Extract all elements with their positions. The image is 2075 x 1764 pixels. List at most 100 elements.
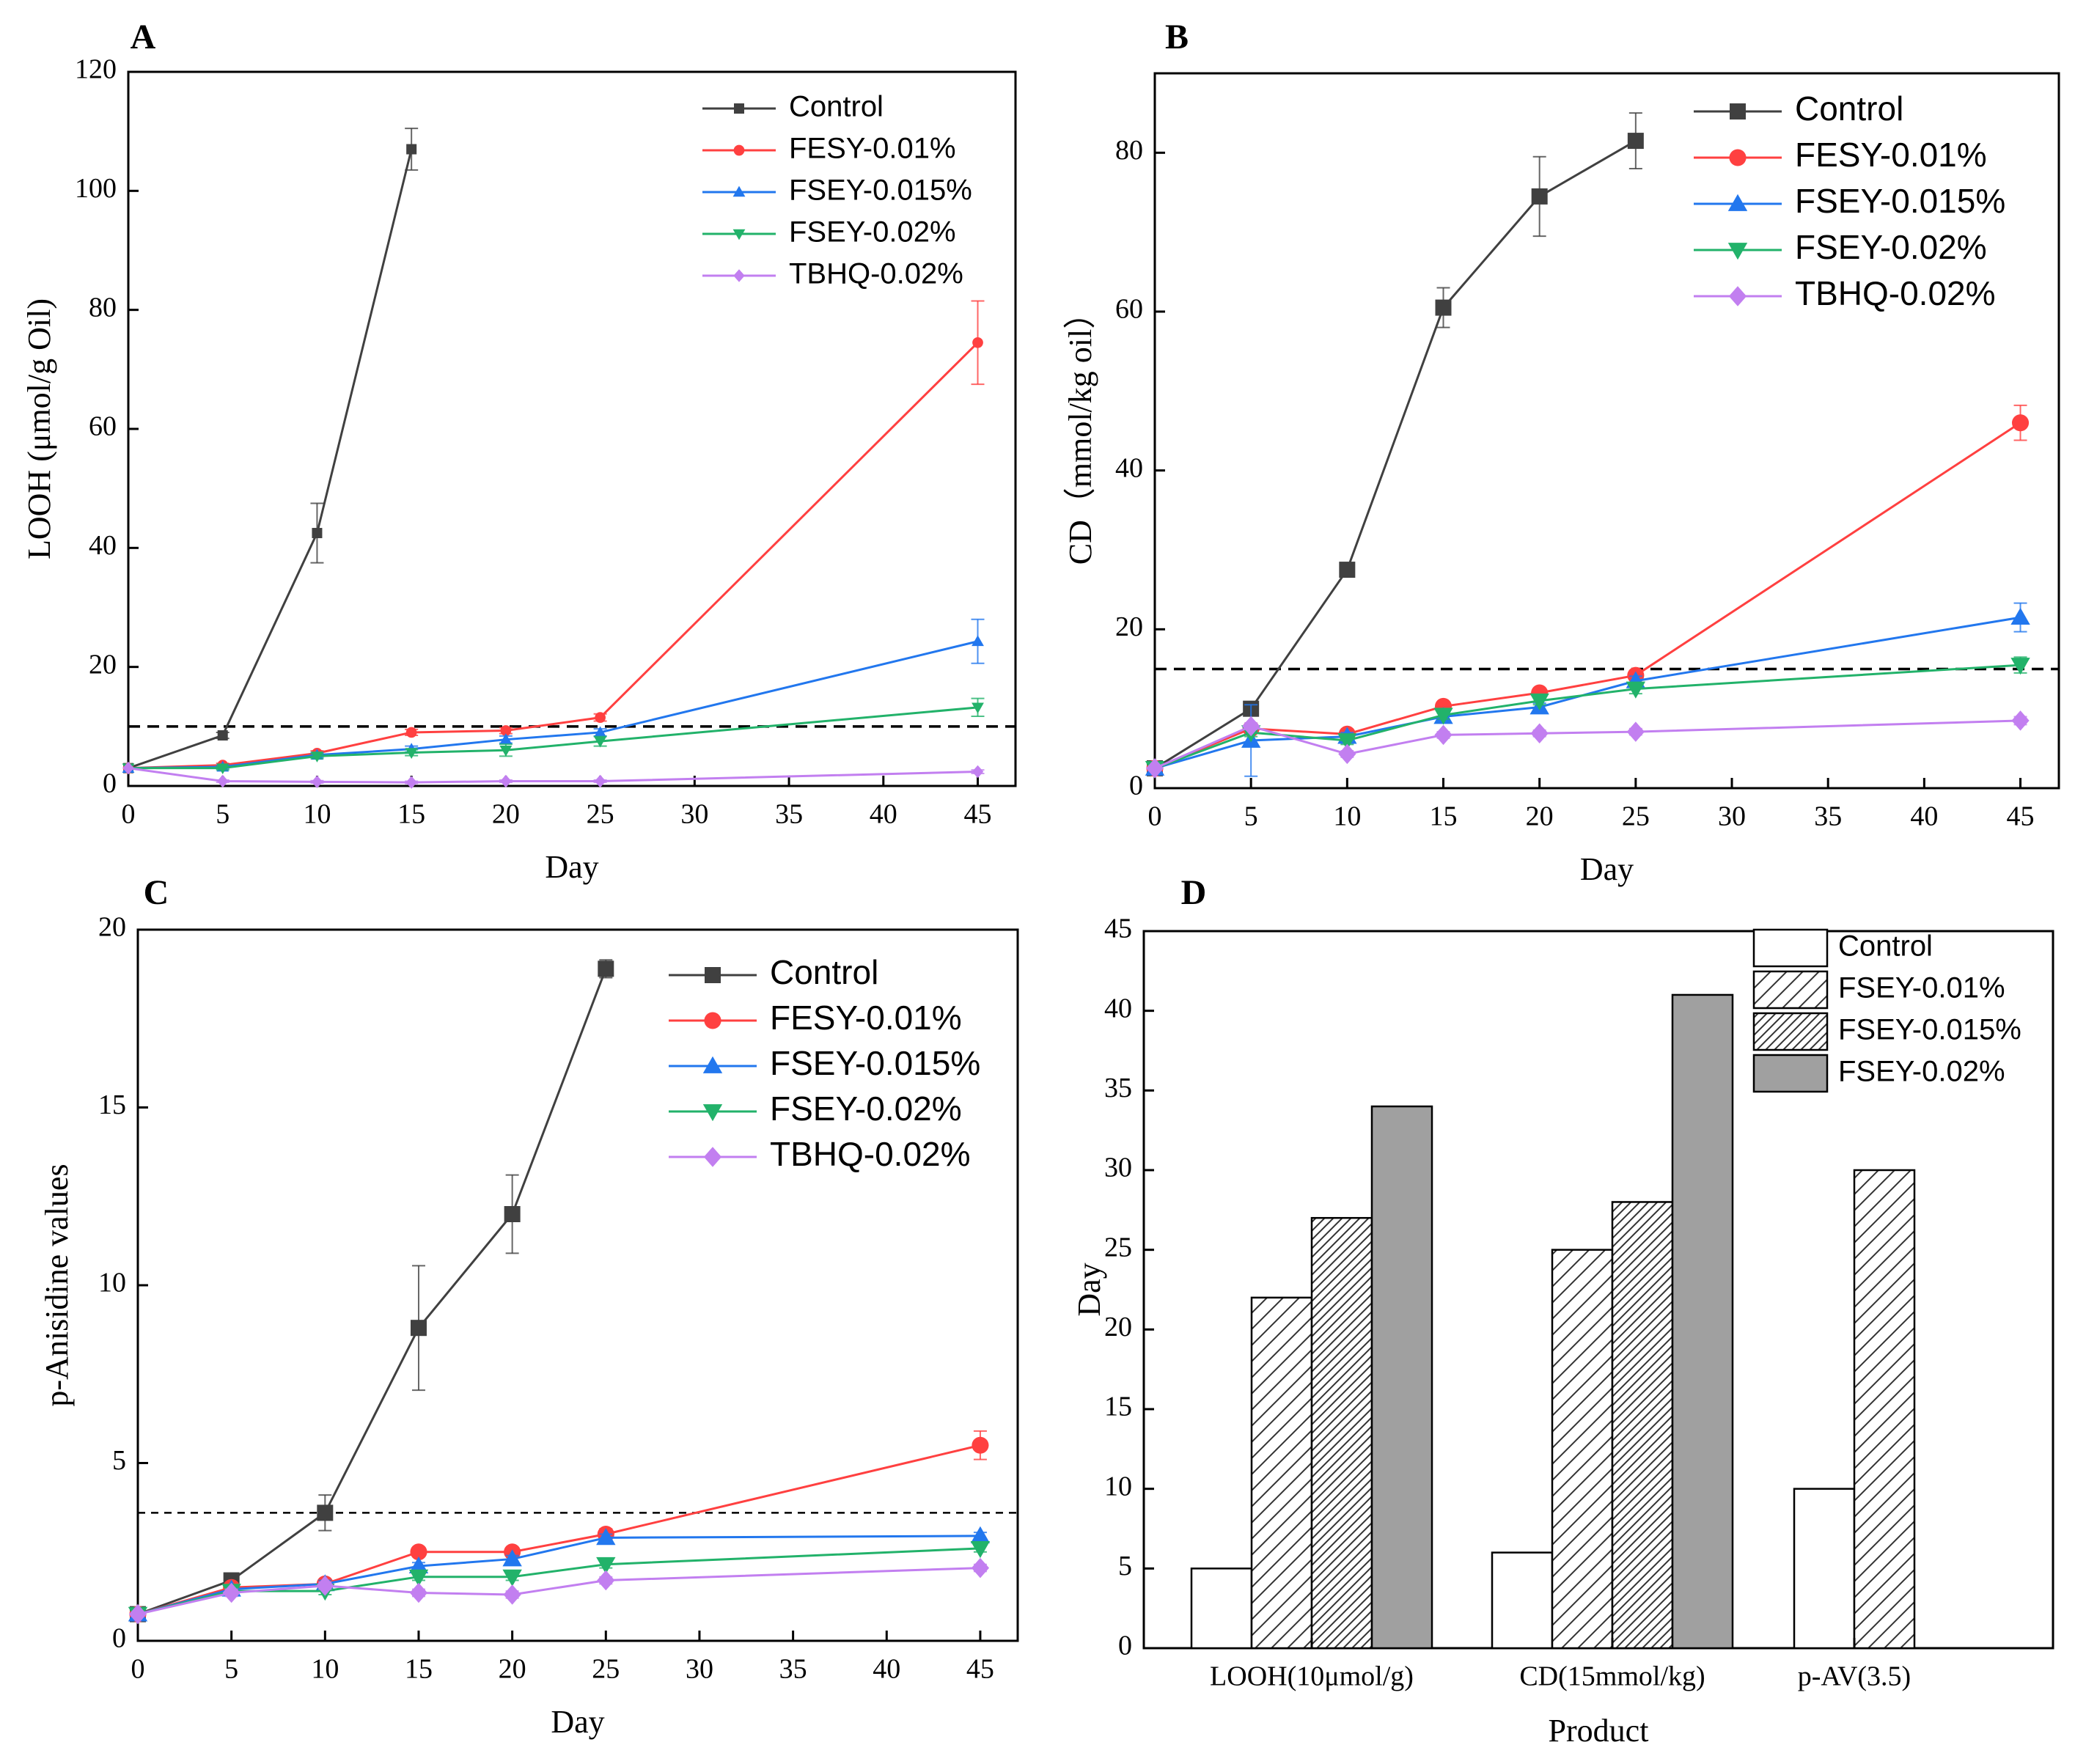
legend-label: FESY-0.01%	[1795, 136, 1987, 174]
data-point	[500, 725, 512, 736]
y-tick-label: 100	[75, 173, 117, 204]
x-tick-label: 40	[873, 1654, 900, 1685]
y-axis-label: CD（mmol/kg oil）	[1062, 297, 1098, 565]
series-line	[128, 706, 978, 770]
y-axis-label: p-Anisidine values	[39, 1164, 75, 1406]
x-tick-label: 35	[779, 1654, 807, 1685]
y-tick-label: 15	[1104, 1392, 1132, 1422]
x-tick-label: 25	[1622, 801, 1650, 832]
x-axis-label: Day	[1580, 851, 1634, 887]
legend-label: TBHQ-0.02%	[789, 258, 963, 290]
x-tick-label: 20	[492, 799, 520, 830]
series-fsey-0-015	[1145, 602, 2030, 777]
data-point	[312, 528, 323, 539]
y-axis-label: Day	[1071, 1263, 1107, 1316]
legend-marker	[702, 1104, 723, 1122]
x-tick-label: 0	[131, 1654, 145, 1685]
data-point	[503, 1584, 521, 1605]
series-line	[1154, 616, 2021, 770]
bar	[1853, 1169, 1916, 1650]
panel-label: D	[1181, 873, 1207, 912]
y-tick-label: 35	[1104, 1073, 1132, 1103]
data-point	[595, 712, 606, 724]
data-point	[316, 1576, 334, 1596]
series-fsey-0-015	[128, 1526, 991, 1622]
bar	[1250, 1296, 1313, 1650]
data-point	[1337, 733, 1357, 751]
series-control	[130, 959, 614, 1622]
series-line	[128, 149, 413, 770]
y-tick-label: 20	[1115, 611, 1143, 642]
legend: Control FESY-0.01% FSEY-0.015% FSEY-0.02% TB…	[1694, 89, 2005, 312]
legend-marker	[733, 269, 745, 282]
data-point	[2011, 414, 2030, 432]
panel-b: B 0 5 10 15 20 25 30 35 40 45 0 20 40 60 80 Day CD（mmol/k…	[1062, 18, 2060, 887]
y-tick-label: 0	[103, 768, 117, 799]
data-point	[1433, 708, 1453, 725]
data-point	[2010, 658, 2030, 675]
legend-label: FSEY-0.02%	[1795, 228, 1987, 266]
x-tick-label: 35	[1814, 801, 1842, 832]
legend-label: FSEY-0.02%	[770, 1089, 962, 1128]
legend-label: FSEY-0.02%	[789, 216, 956, 249]
series-tbhq-0-02	[122, 761, 985, 789]
data-point	[1145, 758, 1164, 779]
series-line	[137, 1444, 981, 1616]
legend-label: FESY-0.01%	[770, 999, 962, 1037]
x-tick-label: 15	[1430, 801, 1458, 832]
x-tick-label: 45	[2007, 801, 2035, 832]
legend-label: FSEY-0.01%	[1838, 972, 2005, 1004]
legend-marker	[732, 185, 746, 197]
data-point	[971, 1557, 990, 1579]
bar-group	[1793, 1169, 1916, 1650]
series-line	[137, 968, 607, 1616]
y-tick-label: 60	[1115, 294, 1143, 325]
legend-label: TBHQ-0.02%	[770, 1135, 971, 1173]
y-tick-label: 20	[89, 649, 117, 680]
series-tbhq-0-02	[128, 1557, 990, 1625]
x-tick-label: 10	[1333, 801, 1361, 832]
series-control	[1147, 112, 1644, 776]
data-point	[408, 1556, 429, 1574]
data-point	[598, 960, 614, 977]
plot-frame	[1153, 72, 2060, 790]
y-axis-label: LOOH (μmol/g Oil)	[21, 298, 57, 559]
data-point	[122, 761, 134, 775]
x-tick-label: LOOH(10μmol/g)	[1210, 1661, 1414, 1692]
data-point	[311, 751, 323, 762]
x-tick-label: 15	[397, 799, 425, 830]
y-tick-label: 20	[1104, 1312, 1132, 1342]
x-tick-label: 0	[122, 799, 136, 830]
legend-marker	[1727, 243, 1748, 260]
legend-marker	[703, 1147, 722, 1167]
data-point	[972, 702, 984, 714]
legend-swatch	[1752, 1054, 1829, 1093]
panel-d: D 0 5 10 15 20 25 30 35 40 45 Day Product LOOH(10μmol…	[1071, 873, 2054, 1749]
data-point	[317, 1504, 334, 1521]
x-tick-label: 20	[1526, 801, 1554, 832]
legend-swatch	[1752, 1012, 1829, 1051]
x-tick-label: 5	[216, 799, 229, 830]
series-line	[128, 342, 979, 770]
legend-label: TBHQ-0.02%	[1795, 274, 1996, 312]
bar	[1190, 1568, 1253, 1650]
data-point	[2010, 607, 2030, 625]
data-point	[972, 337, 983, 348]
data-point	[1530, 723, 1549, 743]
data-point	[594, 774, 606, 788]
series-fesy-0-01	[122, 300, 985, 773]
legend: Control FSEY-0.01% FSEY-0.015% FSEY-0.02%	[1752, 928, 2021, 1093]
data-point	[500, 774, 512, 788]
series-fesy-0-01	[1146, 404, 2030, 777]
x-axis-label: Day	[551, 1704, 604, 1740]
legend: Control FESY-0.01% FSEY-0.015% FSEY-0.02% TB…	[702, 91, 972, 290]
legend-label: FESY-0.01%	[789, 133, 956, 165]
legend-marker	[702, 1056, 723, 1073]
data-point	[502, 1549, 522, 1567]
x-tick-label: 30	[680, 799, 708, 830]
legend-label: Control	[789, 91, 884, 123]
series-line	[128, 767, 978, 784]
x-tick-label: 10	[311, 1654, 339, 1685]
series-control	[123, 128, 419, 773]
